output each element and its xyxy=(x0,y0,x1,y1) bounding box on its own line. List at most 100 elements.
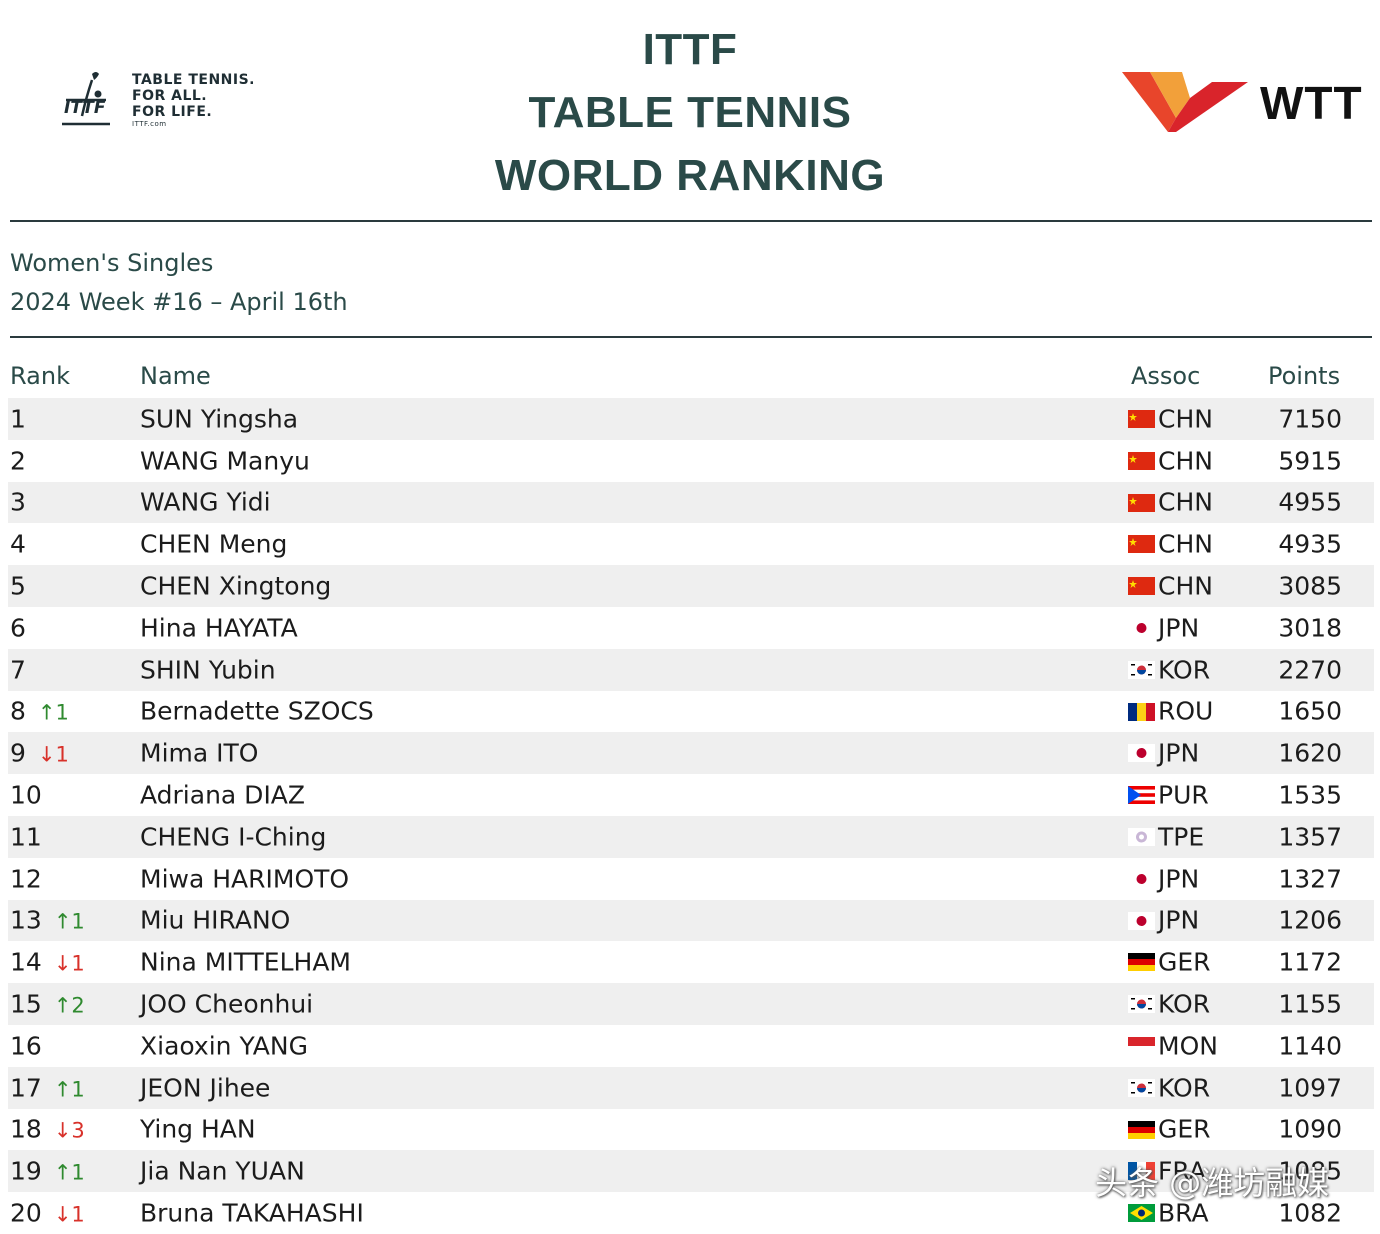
points-value: 2270 xyxy=(1278,655,1342,685)
rank-value: 8 xyxy=(10,696,26,726)
rank-cell: 9 ↓1 xyxy=(10,739,69,768)
points-value: 3085 xyxy=(1278,571,1342,601)
points-value: 1327 xyxy=(1278,864,1342,894)
assoc-code: ROU xyxy=(1158,696,1214,726)
assoc-code: KOR xyxy=(1158,989,1211,1019)
player-name: Bruna TAKAHASHI xyxy=(140,1198,364,1228)
rank-value: 18 xyxy=(10,1114,42,1144)
rank-up-indicator: ↑1 xyxy=(37,700,69,725)
assoc-code: JPN xyxy=(1158,864,1200,894)
rank-value: 13 xyxy=(10,905,42,935)
header-assoc: Assoc xyxy=(1131,362,1201,390)
ranking-table: Rank Name Assoc Points 1 SUN Yingsha CHN 71… xyxy=(8,358,1374,1234)
ittf-paddle-icon xyxy=(62,72,110,126)
rank-cell: 2 xyxy=(10,446,26,475)
assoc-code: KOR xyxy=(1158,655,1211,685)
header-points: Points xyxy=(1268,362,1341,390)
table-row: 13 ↑1 Miu HIRANO JPN 1206 xyxy=(8,899,1374,942)
tpe-flag-icon xyxy=(1128,827,1155,846)
rank-value: 2 xyxy=(10,446,26,476)
chn-flag-icon xyxy=(1128,535,1155,554)
jpn-flag-icon xyxy=(1128,869,1155,888)
header-name: Name xyxy=(140,362,211,390)
rank-cell: 13 ↑1 xyxy=(10,906,85,935)
pur-flag-icon xyxy=(1128,786,1155,805)
tagline-line-3: FOR LIFE. xyxy=(132,104,213,120)
rank-value: 9 xyxy=(10,738,26,768)
player-name: SHIN Yubin xyxy=(140,655,276,685)
subtitle-divider xyxy=(10,336,1372,338)
title-line-1: ITTF xyxy=(642,25,738,74)
points-value: 7150 xyxy=(1278,404,1342,434)
rank-value: 19 xyxy=(10,1156,42,1186)
page-title: ITTF TABLE TENNIS WORLD RANKING xyxy=(390,18,990,207)
rank-value: 1 xyxy=(10,404,26,434)
points-value: 1620 xyxy=(1278,738,1342,768)
table-row: 10 Adriana DIAZ PUR 1535 xyxy=(8,774,1374,816)
table-row: 6 Hina HAYATA JPN 3018 xyxy=(8,607,1374,649)
points-value: 1357 xyxy=(1278,822,1342,852)
rank-cell: 7 xyxy=(10,655,26,684)
jpn-flag-icon xyxy=(1128,744,1155,763)
rank-value: 3 xyxy=(10,487,26,517)
ittf-url: ITTF.com xyxy=(132,120,167,128)
assoc-code: PUR xyxy=(1158,780,1209,810)
bra-flag-icon xyxy=(1128,1204,1155,1223)
player-name: Mima ITO xyxy=(140,738,259,768)
points-value: 3018 xyxy=(1278,613,1342,643)
player-name: SUN Yingsha xyxy=(140,404,299,434)
rank-value: 6 xyxy=(10,613,26,643)
chn-flag-icon xyxy=(1128,451,1155,470)
kor-flag-icon xyxy=(1128,660,1155,679)
rou-flag-icon xyxy=(1128,702,1155,721)
mon-flag-icon xyxy=(1128,1036,1155,1055)
player-name: Nina MITTELHAM xyxy=(140,947,351,977)
tagline-line-2: FOR ALL. xyxy=(132,88,208,104)
rank-value: 12 xyxy=(10,864,42,894)
player-name: WANG Yidi xyxy=(140,487,271,517)
rank-down-indicator: ↓3 xyxy=(53,1118,85,1143)
chn-flag-icon xyxy=(1128,577,1155,596)
wtt-wordmark: WTT xyxy=(1260,77,1363,129)
player-name: Miu HIRANO xyxy=(140,905,291,935)
player-name: WANG Manyu xyxy=(140,446,310,476)
rank-cell: 16 xyxy=(10,1031,42,1060)
rank-value: 4 xyxy=(10,529,26,559)
assoc-code: BRA xyxy=(1158,1198,1209,1228)
table-header: Rank Name Assoc Points xyxy=(8,358,1374,398)
rank-value: 15 xyxy=(10,989,42,1019)
week-label: 2024 Week #16 – April 16th xyxy=(10,288,348,316)
rank-value: 16 xyxy=(10,1031,42,1061)
kor-flag-icon xyxy=(1128,995,1155,1014)
rank-cell: 1 xyxy=(10,404,26,433)
player-name: Bernadette SZOCS xyxy=(140,696,374,726)
title-line-3: WORLD RANKING xyxy=(494,151,886,200)
rank-value: 17 xyxy=(10,1073,42,1103)
rank-cell: 6 xyxy=(10,613,26,642)
assoc-code: GER xyxy=(1158,1114,1211,1144)
points-value: 1082 xyxy=(1278,1198,1342,1228)
rank-cell: 11 xyxy=(10,822,42,851)
points-value: 4955 xyxy=(1278,487,1342,517)
player-name: Hina HAYATA xyxy=(140,613,298,643)
player-name: Ying HAN xyxy=(140,1114,256,1144)
table-row: 5 CHEN Xingtong CHN 3085 xyxy=(8,565,1374,607)
subtitle: Women's Singles 2024 Week #16 – April 16… xyxy=(10,244,348,322)
points-value: 1097 xyxy=(1278,1073,1342,1103)
table-row: 12 Miwa HARIMOTO JPN 1327 xyxy=(8,858,1374,900)
player-name: Adriana DIAZ xyxy=(140,780,306,810)
assoc-code: CHN xyxy=(1158,404,1213,434)
assoc-code: CHN xyxy=(1158,571,1213,601)
table-row: 14 ↓1 Nina MITTELHAM GER 1172 xyxy=(8,941,1374,983)
player-name: Miwa HARIMOTO xyxy=(140,864,350,894)
rank-cell: 3 xyxy=(10,488,26,517)
header: ITTF TABLE TENNIS. FOR ALL. FOR LIFE. IT… xyxy=(0,0,1380,222)
table-row: 18 ↓3 Ying HAN GER 1090 xyxy=(8,1109,1374,1151)
rank-value: 5 xyxy=(10,571,26,601)
rank-up-indicator: ↑1 xyxy=(53,1160,85,1185)
title-line-2: TABLE TENNIS xyxy=(528,88,852,137)
rank-value: 20 xyxy=(10,1198,42,1228)
player-name: CHEN Meng xyxy=(140,529,288,559)
rank-cell: 5 xyxy=(10,572,26,601)
jpn-flag-icon xyxy=(1128,911,1155,930)
